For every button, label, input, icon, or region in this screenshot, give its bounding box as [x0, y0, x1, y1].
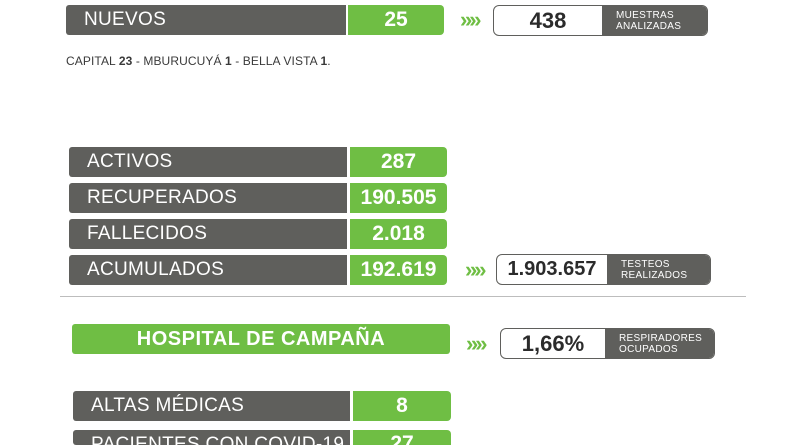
hospital-stat-value-altas: 8 [353, 391, 451, 421]
stat-label-text: FALLECIDOS [87, 223, 208, 244]
respiradores-caption-line1: RESPIRADORES [619, 332, 703, 344]
muestras-caption-line2: ANALIZADAS [616, 20, 682, 32]
stat-value-recuperados: 190.505 [350, 183, 447, 213]
hospital-stat-value-text: 8 [396, 394, 408, 417]
stat-label-text: ACTIVOS [87, 151, 173, 172]
nuevos-value: 25 [348, 5, 444, 35]
testeos-value: 1.903.657 [507, 258, 597, 280]
section-divider [60, 296, 746, 297]
stat-label-fallecidos: FALLECIDOS [69, 219, 347, 249]
stat-value-text: 192.619 [360, 258, 437, 281]
cities-breakdown: CAPITAL 23 - MBURUCUYÁ 1 - BELLA VISTA 1… [66, 54, 331, 68]
testeos-caption-line2: REALIZADOS [621, 269, 688, 281]
muestras-caption-line1: MUESTRAS [616, 9, 674, 21]
stat-label-acumulados: ACUMULADOS [69, 255, 347, 285]
stat-value-activos: 287 [350, 147, 447, 177]
stat-value-fallecidos: 2.018 [350, 219, 447, 249]
city-name: CAPITAL [66, 54, 116, 68]
respiradores-caption: RESPIRADORES OCUPADOS [605, 329, 714, 358]
muestras-caption: MUESTRAS ANALIZADAS [602, 6, 707, 35]
nuevos-label-text: NUEVOS [84, 9, 167, 30]
respiradores-caption-line2: OCUPADOS [619, 343, 678, 355]
hospital-stat-label-text: PACIENTES CON COVID-19 [91, 434, 345, 445]
hospital-title: HOSPITAL DE CAMPAÑA [72, 324, 450, 354]
respiradores-value: 1,66% [521, 330, 585, 356]
city-name: MBURUCUYÁ [143, 54, 222, 68]
stat-label-text: ACUMULADOS [87, 259, 225, 280]
hospital-stat-label-pacientes: PACIENTES CON COVID-19 [73, 430, 350, 445]
testeos-pill: 1.903.657 TESTEOS REALIZADOS [496, 254, 711, 285]
testeos-caption-line1: TESTEOS [621, 258, 670, 270]
nuevos-value-text: 25 [384, 8, 408, 31]
stat-value-text: 190.505 [360, 186, 437, 209]
hospital-stat-value-text: 27 [390, 432, 414, 445]
stat-value-text: 287 [380, 150, 417, 173]
nuevos-label: NUEVOS [66, 5, 346, 35]
arrow-icon: »» [466, 331, 488, 356]
muestras-pill: 438 MUESTRAS ANALIZADAS [493, 5, 708, 36]
stat-label-text: RECUPERADOS [87, 187, 238, 208]
city-count: 1 [320, 54, 328, 68]
hospital-stat-label-text: ALTAS MÉDICAS [91, 395, 245, 416]
respiradores-pill: 1,66% RESPIRADORES OCUPADOS [500, 328, 715, 359]
stat-value-acumulados: 192.619 [350, 255, 447, 285]
stat-value-text: 2.018 [372, 222, 425, 245]
hospital-stat-value-pacientes: 27 [353, 430, 451, 445]
city-name: BELLA VISTA [242, 54, 318, 68]
hospital-stat-label-altas: ALTAS MÉDICAS [73, 391, 350, 421]
muestras-value: 438 [529, 7, 567, 33]
stat-label-recuperados: RECUPERADOS [69, 183, 347, 213]
arrow-icon: »» [460, 7, 482, 32]
city-count: 1 [225, 54, 232, 68]
stat-label-activos: ACTIVOS [69, 147, 347, 177]
hospital-title-text: HOSPITAL DE CAMPAÑA [136, 327, 386, 350]
testeos-caption: TESTEOS REALIZADOS [607, 255, 710, 284]
city-count: 23 [118, 54, 133, 68]
arrow-icon: »» [465, 257, 487, 282]
